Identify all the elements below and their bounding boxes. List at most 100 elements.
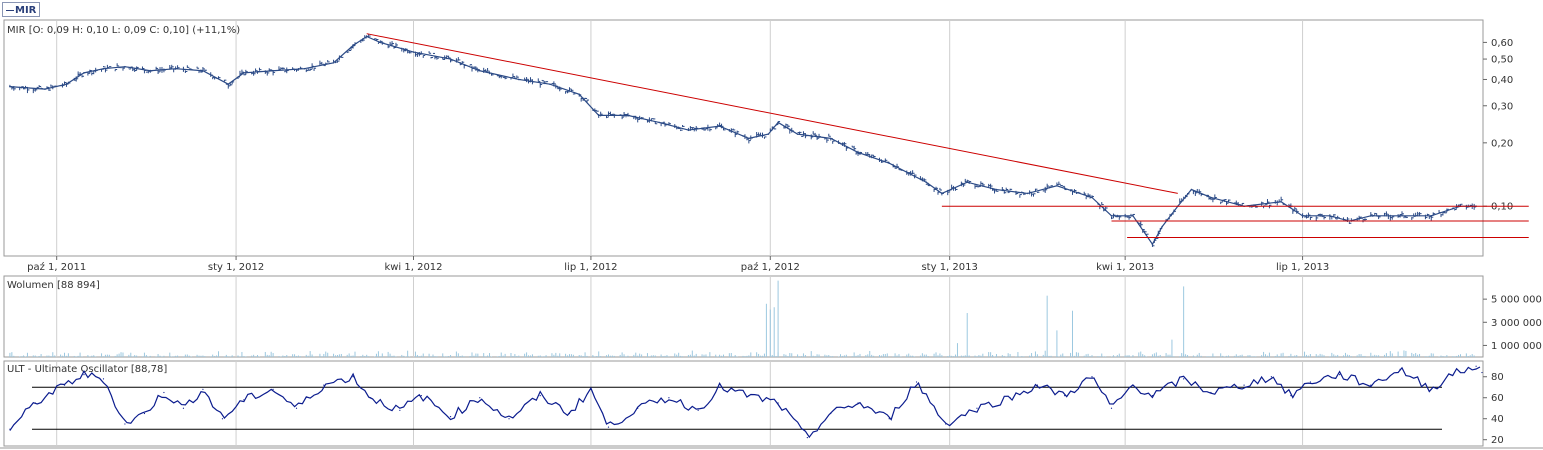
- oscillator-point: [857, 402, 859, 404]
- oscillator-point: [1110, 407, 1113, 409]
- oscillator-point: [352, 376, 354, 378]
- price-point: [449, 58, 452, 60]
- price-panel-frame: [3, 19, 1484, 257]
- oscillator-point: [668, 397, 670, 399]
- oscillator-point: [420, 395, 422, 397]
- volume-panel-title: Wolumen [88 894]: [7, 280, 100, 291]
- oscillator-line: [9, 366, 1481, 439]
- price-point: [478, 69, 481, 72]
- oscillator-point: [221, 418, 224, 420]
- oscillator-point: [143, 412, 146, 415]
- price-point: [243, 72, 245, 74]
- oscillator-point: [607, 426, 610, 428]
- oscillator-point: [102, 378, 105, 380]
- oscillator-point: [370, 397, 372, 399]
- legend-line-icon: [6, 9, 14, 11]
- oscillator-point: [1183, 378, 1185, 380]
- x-tick-label: sty 1, 2012: [208, 262, 264, 273]
- oscillator-point: [915, 381, 918, 383]
- oscillator-point: [637, 407, 639, 409]
- price-point: [352, 44, 354, 47]
- x-tick-label: lip 1, 2013: [1276, 262, 1329, 273]
- oscillator-point: [590, 388, 592, 390]
- price-point: [1370, 215, 1372, 217]
- oscillator-point: [1339, 374, 1341, 376]
- volume-series: [9, 280, 1475, 357]
- price-point: [44, 88, 46, 90]
- oscillator-point: [83, 374, 85, 376]
- price-point: [941, 192, 943, 195]
- price-point: [578, 93, 581, 96]
- price-point: [627, 114, 629, 117]
- oscillator-point: [1132, 384, 1134, 386]
- oscillator-point: [1270, 376, 1272, 378]
- volume-panel-frame: [3, 275, 1484, 358]
- price-panel-title: MIR [O: 0,09 H: 0,10 L: 0,09 C: 0,10] (+…: [7, 25, 240, 36]
- y-tick-label: 0,40: [1491, 75, 1513, 86]
- symbol-legend-tag[interactable]: MIR: [2, 2, 40, 17]
- price-point: [1301, 215, 1304, 217]
- price-point: [9, 85, 11, 88]
- oscillator-point: [1481, 371, 1483, 374]
- y-tick-label: 80: [1491, 372, 1504, 383]
- price-point: [925, 181, 928, 184]
- y-tick-label: 60: [1491, 393, 1504, 404]
- price-point: [888, 162, 891, 165]
- oscillator-point: [449, 416, 452, 418]
- oscillator-panel-title: ULT - Ultimate Oscillator [88,78]: [7, 364, 167, 375]
- price-line: [9, 35, 1477, 246]
- oscillator-panel-frame: [3, 360, 1484, 447]
- price-point: [102, 67, 105, 70]
- oscillator-point: [272, 388, 274, 390]
- price-point: [966, 181, 969, 184]
- oscillator-point: [9, 428, 11, 430]
- price-point: [995, 188, 998, 191]
- price-point: [124, 65, 126, 68]
- price-point: [1132, 215, 1134, 217]
- price-point: [748, 137, 750, 140]
- oscillator-point: [1243, 384, 1245, 386]
- oscillator-point: [1009, 397, 1011, 399]
- price-point: [777, 121, 779, 124]
- oscillator-point: [1151, 395, 1154, 397]
- price-y-axis: 0,60 0,50 0,40 0,30 0,20 0,10: [1483, 38, 1513, 213]
- price-point: [65, 83, 68, 85]
- price-point: [718, 125, 721, 127]
- price-point: [379, 41, 382, 44]
- oscillator-point: [697, 409, 699, 411]
- oscillator-point: [1370, 384, 1372, 386]
- price-point: [1210, 196, 1212, 199]
- price-point: [149, 69, 152, 72]
- oscillator-point: [243, 399, 245, 401]
- oscillator-point: [1475, 365, 1477, 367]
- oscillator-point: [182, 407, 185, 409]
- price-point: [227, 83, 230, 85]
- y-tick-label: 40: [1491, 414, 1504, 425]
- y-tick-label: 0,60: [1491, 38, 1513, 49]
- oscillator-point: [479, 397, 481, 399]
- oscillator-point: [1036, 384, 1039, 386]
- price-point: [687, 129, 690, 131]
- oscillator-point: [1290, 395, 1292, 397]
- oscillator-point: [1091, 376, 1093, 378]
- y-tick-label: 0,50: [1491, 55, 1513, 66]
- volume-y-axis: 5 000 000 3 000 000 1 000 000: [1483, 295, 1542, 352]
- price-point: [303, 67, 306, 70]
- x-tick-label: sty 1, 2013: [921, 262, 977, 273]
- price-point: [517, 78, 520, 81]
- price-point: [332, 61, 335, 64]
- x-tick-label: kwi 1, 2012: [384, 262, 442, 273]
- oscillator-point: [124, 423, 126, 425]
- oscillator-point: [1064, 395, 1066, 397]
- oscillator-point: [323, 384, 325, 386]
- x-tick-label: kwi 1, 2013: [1096, 262, 1154, 273]
- y-tick-label: 20: [1491, 435, 1504, 446]
- date-grid: paź 1, 2011 sty 1, 2012 kwi 1, 2012 lip 1, …: [27, 20, 1329, 446]
- oscillator-point: [1210, 391, 1212, 394]
- oscillator-point: [777, 402, 779, 404]
- price-point: [1056, 185, 1058, 187]
- x-tick-label: paź 1, 2011: [27, 261, 86, 273]
- price-point: [1430, 215, 1433, 217]
- price-point: [83, 72, 85, 74]
